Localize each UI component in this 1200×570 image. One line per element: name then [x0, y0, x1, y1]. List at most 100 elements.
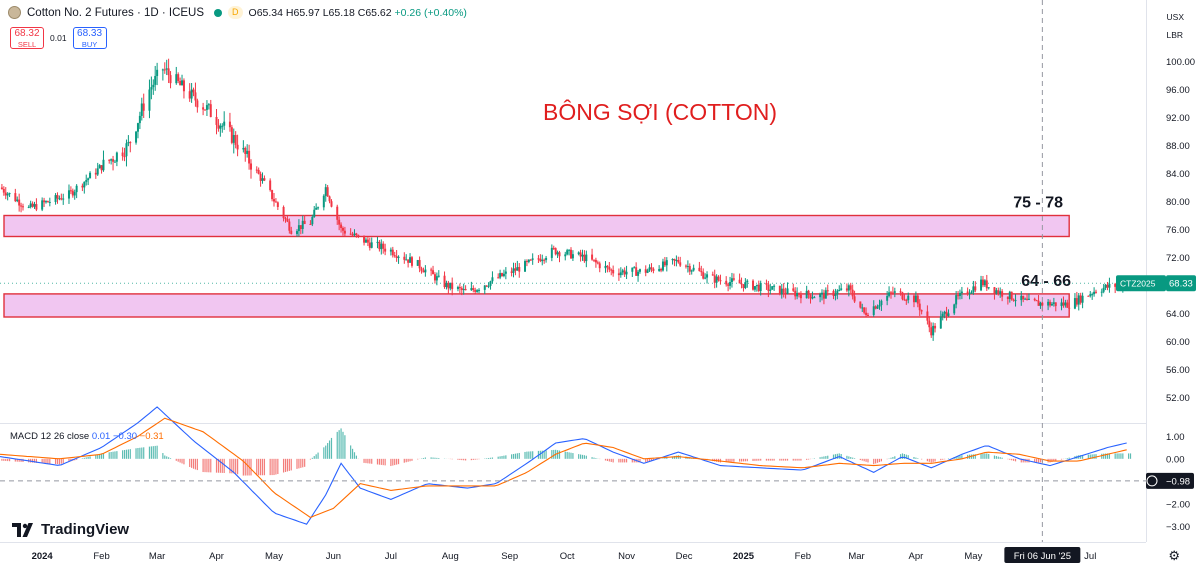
- candle[interactable]: [43, 200, 46, 203]
- candle[interactable]: [865, 312, 868, 315]
- candle[interactable]: [129, 142, 132, 144]
- candle[interactable]: [54, 195, 57, 202]
- candle[interactable]: [67, 190, 70, 199]
- candle[interactable]: [202, 107, 205, 110]
- candle[interactable]: [939, 316, 942, 329]
- candle[interactable]: [179, 80, 182, 86]
- candle[interactable]: [165, 68, 168, 70]
- candle[interactable]: [136, 123, 139, 132]
- candle[interactable]: [177, 74, 180, 81]
- candle[interactable]: [1114, 283, 1117, 287]
- candle[interactable]: [1093, 291, 1096, 295]
- zone-75-78[interactable]: [3, 214, 1070, 238]
- candle[interactable]: [125, 143, 128, 157]
- candle[interactable]: [732, 278, 735, 280]
- candle[interactable]: [391, 249, 394, 256]
- candle[interactable]: [1077, 295, 1080, 305]
- candle[interactable]: [282, 206, 285, 219]
- candle[interactable]: [893, 291, 896, 293]
- candle[interactable]: [581, 254, 584, 257]
- candle[interactable]: [460, 288, 463, 291]
- candle[interactable]: [742, 284, 745, 288]
- candle[interactable]: [738, 279, 741, 284]
- candle[interactable]: [502, 273, 505, 277]
- candle[interactable]: [274, 201, 277, 203]
- candle[interactable]: [516, 267, 519, 271]
- candle[interactable]: [577, 252, 580, 255]
- candle[interactable]: [443, 275, 446, 288]
- candle[interactable]: [765, 282, 768, 285]
- candle[interactable]: [671, 259, 674, 261]
- candle[interactable]: [464, 288, 467, 291]
- candle[interactable]: [752, 280, 755, 290]
- candle[interactable]: [715, 276, 718, 283]
- candle[interactable]: [970, 292, 973, 294]
- candle[interactable]: [926, 311, 929, 321]
- candle[interactable]: [550, 247, 553, 258]
- candle[interactable]: [690, 270, 693, 272]
- candle[interactable]: [579, 252, 582, 257]
- candle[interactable]: [261, 178, 264, 181]
- candle[interactable]: [410, 257, 413, 266]
- candle[interactable]: [351, 234, 354, 236]
- candle[interactable]: [315, 207, 318, 210]
- candle[interactable]: [35, 204, 38, 210]
- candle[interactable]: [489, 281, 492, 286]
- candle[interactable]: [606, 265, 609, 267]
- candle[interactable]: [1075, 298, 1078, 305]
- candle[interactable]: [702, 272, 705, 279]
- candle[interactable]: [570, 249, 572, 259]
- candle[interactable]: [798, 292, 801, 295]
- candle[interactable]: [677, 259, 680, 263]
- candle[interactable]: [290, 230, 293, 234]
- candle[interactable]: [1054, 302, 1057, 307]
- candle[interactable]: [995, 290, 998, 294]
- candle[interactable]: [491, 277, 494, 282]
- candle[interactable]: [73, 192, 76, 196]
- candle[interactable]: [311, 216, 314, 225]
- candle[interactable]: [169, 75, 172, 84]
- candle[interactable]: [545, 257, 548, 260]
- candle[interactable]: [744, 282, 747, 288]
- candle[interactable]: [1041, 302, 1044, 306]
- candle[interactable]: [384, 248, 387, 252]
- candle[interactable]: [163, 69, 166, 71]
- candle[interactable]: [568, 249, 571, 251]
- candle[interactable]: [822, 292, 825, 299]
- candle[interactable]: [727, 284, 730, 286]
- candle[interactable]: [796, 292, 799, 297]
- candle[interactable]: [889, 292, 892, 294]
- candle[interactable]: [357, 234, 360, 236]
- candle[interactable]: [192, 89, 195, 93]
- candle[interactable]: [834, 294, 837, 296]
- candle[interactable]: [501, 273, 504, 277]
- candle[interactable]: [1006, 296, 1009, 300]
- candle[interactable]: [259, 173, 262, 181]
- candle[interactable]: [1079, 295, 1082, 303]
- unit-label[interactable]: USX LBR: [1167, 8, 1184, 44]
- candle[interactable]: [343, 230, 346, 234]
- candle[interactable]: [175, 74, 178, 84]
- candle[interactable]: [1104, 284, 1107, 288]
- candle[interactable]: [943, 311, 946, 314]
- candle[interactable]: [518, 267, 521, 272]
- candle[interactable]: [341, 227, 344, 231]
- candle[interactable]: [432, 270, 435, 275]
- candle[interactable]: [4, 192, 7, 196]
- candle[interactable]: [87, 178, 90, 181]
- candle[interactable]: [445, 282, 448, 288]
- candle[interactable]: [700, 271, 703, 273]
- candle[interactable]: [945, 311, 948, 316]
- candle[interactable]: [297, 225, 300, 232]
- candle[interactable]: [148, 89, 151, 111]
- candle[interactable]: [6, 193, 9, 196]
- candle[interactable]: [638, 269, 641, 272]
- candle[interactable]: [840, 288, 843, 290]
- candle[interactable]: [554, 248, 557, 255]
- candle[interactable]: [382, 243, 385, 249]
- candle[interactable]: [303, 220, 306, 224]
- candle[interactable]: [849, 285, 852, 290]
- candle[interactable]: [113, 161, 116, 163]
- candle[interactable]: [14, 193, 17, 202]
- candle[interactable]: [504, 271, 507, 274]
